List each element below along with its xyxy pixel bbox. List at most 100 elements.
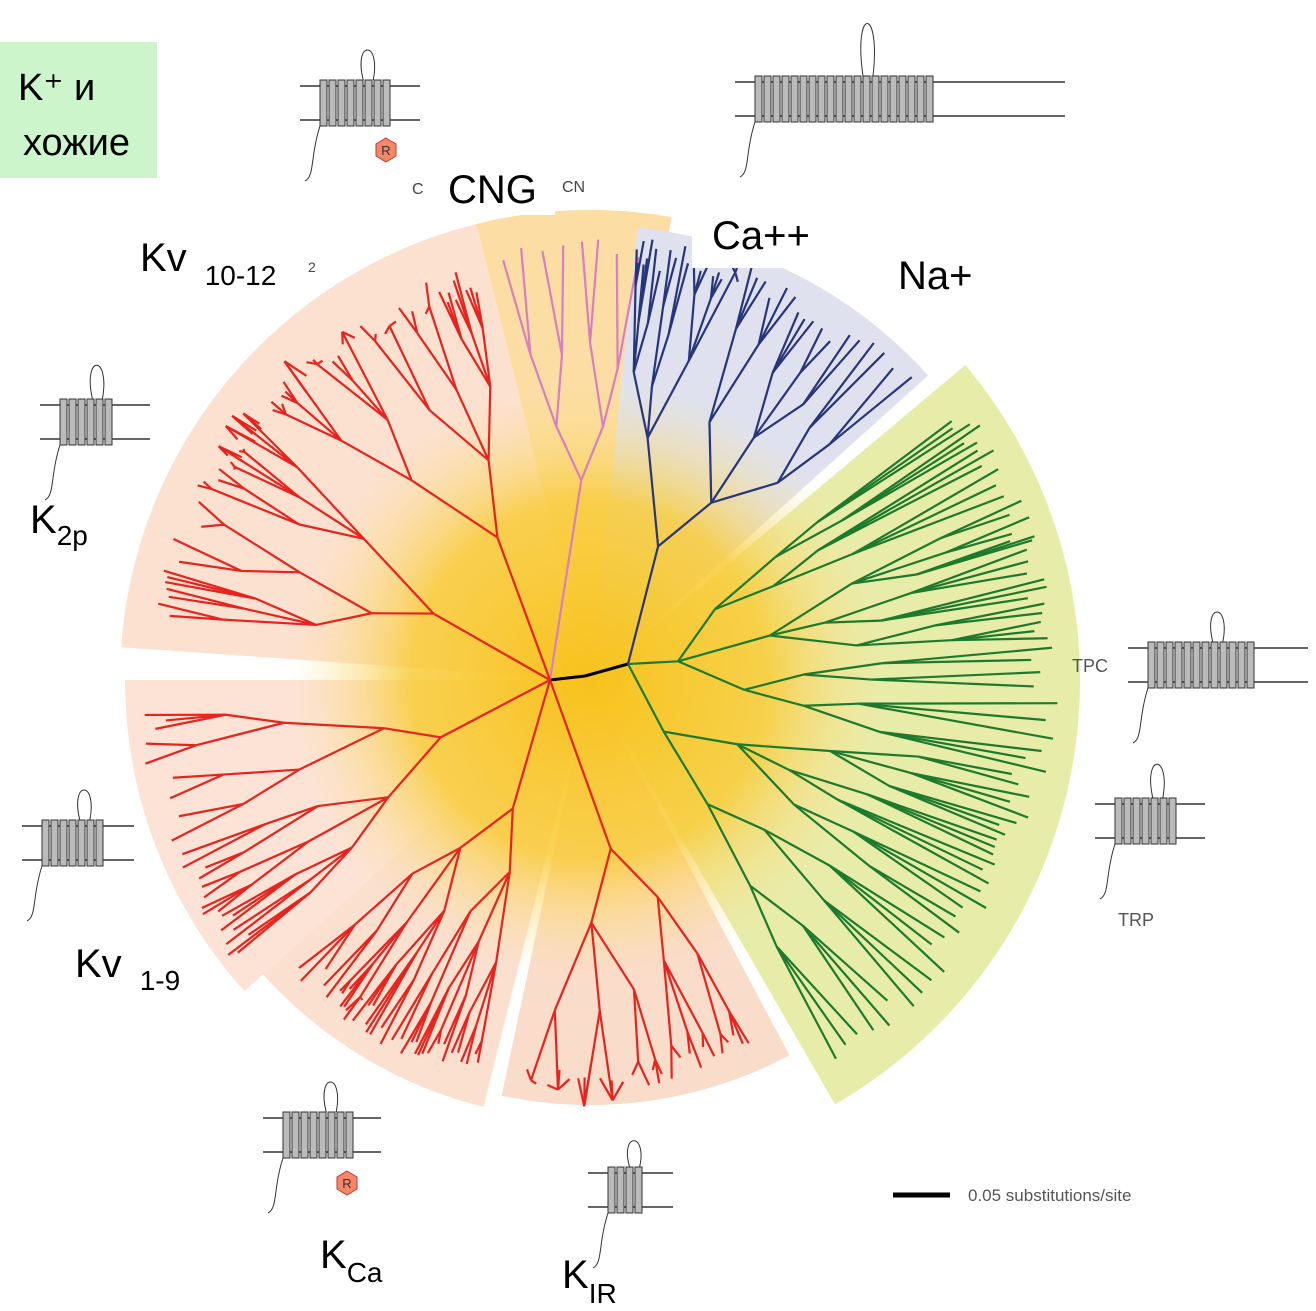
helix [872,76,879,122]
badge-label: R [342,1176,351,1191]
clade-label: Kv 1-9 [75,942,180,996]
helix [1133,798,1140,844]
helix [1220,642,1227,688]
loop [1151,764,1165,798]
helix [1229,642,1236,688]
helix [320,80,327,126]
helix [60,820,67,866]
helix [626,1167,633,1213]
tail [593,1213,608,1268]
helix [1148,642,1155,688]
label-main: K [562,1253,589,1297]
clade-label: K2p [30,498,88,551]
helix [328,1112,335,1158]
helix [337,1112,344,1158]
tail [740,122,755,177]
fragment-label: C [412,181,424,198]
helix [608,1167,615,1213]
branch [242,571,300,572]
helix [310,1112,317,1158]
side-box-line: K⁺ и [18,67,95,109]
tail [305,126,320,181]
helix [42,820,49,866]
page: K⁺ и хожие C CNG CN Kv10-12 2 Ca++ Na+ K… [0,0,1316,1311]
helix [908,76,915,122]
tail [268,1158,283,1213]
helix [1238,642,1245,688]
helix [60,399,67,445]
helix [1175,642,1182,688]
helix [1211,642,1218,688]
label-sub: 2p [57,520,88,551]
helix [1184,642,1191,688]
helix [782,76,789,122]
clade-label: KIR [562,1253,617,1309]
helix [1169,798,1176,844]
helix [96,399,103,445]
helix [1202,642,1209,688]
label-sub: 1-9 [140,965,180,996]
helix [809,76,816,122]
helix [301,1112,308,1158]
helix [773,76,780,122]
helix [1151,798,1158,844]
label-main: K [30,498,57,542]
helix [346,1112,353,1158]
helix [283,1112,290,1158]
clade-label: Na+ [898,254,973,298]
helix [1247,642,1254,688]
label-main: Kv [75,942,122,986]
branch [617,254,618,369]
helix [1124,798,1131,844]
loop [1211,612,1225,642]
helix [69,820,76,866]
helix [890,76,897,122]
loop [90,365,104,399]
helix [292,1112,299,1158]
helix [1193,642,1200,688]
helix [617,1167,624,1213]
helix [1166,642,1173,688]
branch [562,246,563,355]
helix [854,76,861,122]
loop [324,1082,338,1112]
helix [926,76,933,122]
helix [755,76,762,122]
label-main: K [320,1233,347,1277]
helix [845,76,852,122]
helix [764,76,771,122]
clade-label: TRP [1118,910,1154,930]
helix [347,80,354,126]
tail [27,866,42,921]
tail [1133,688,1148,743]
helix [881,76,888,122]
helix [836,76,843,122]
helix [863,76,870,122]
helix [78,399,85,445]
helix [87,399,94,445]
helix [1142,798,1149,844]
helix [374,80,381,126]
fragment-label: CN [562,179,585,196]
clade-label: TPC [1072,656,1108,676]
branch [244,449,245,452]
helix [105,399,112,445]
helix [87,820,94,866]
helix [800,76,807,122]
helix [899,76,906,122]
helix [329,80,336,126]
helix [365,80,372,126]
helix [78,820,85,866]
clade-label: Ca++ [712,214,810,258]
side-box-line: хожие [23,122,130,164]
badge-label: R [381,143,390,158]
helix [319,1112,326,1158]
clade-label: CNG [448,168,537,212]
core-glow [290,380,890,980]
helix [356,80,363,126]
helix [1157,642,1164,688]
tail [1100,844,1115,899]
branch [342,332,343,345]
helix [635,1167,642,1213]
